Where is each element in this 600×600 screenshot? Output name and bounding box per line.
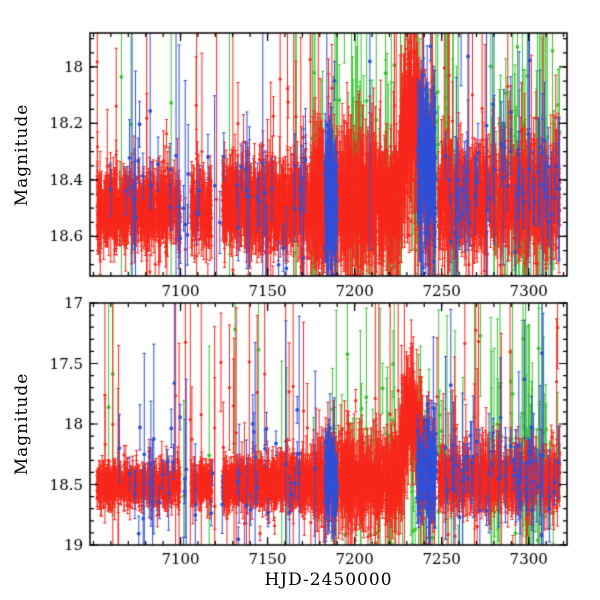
top-panel-y-axis-label: Magnitude bbox=[12, 103, 32, 207]
x-axis-label: HJD-2450000 bbox=[264, 570, 393, 590]
bottom-panel-y-axis-label: Magnitude bbox=[12, 372, 32, 476]
